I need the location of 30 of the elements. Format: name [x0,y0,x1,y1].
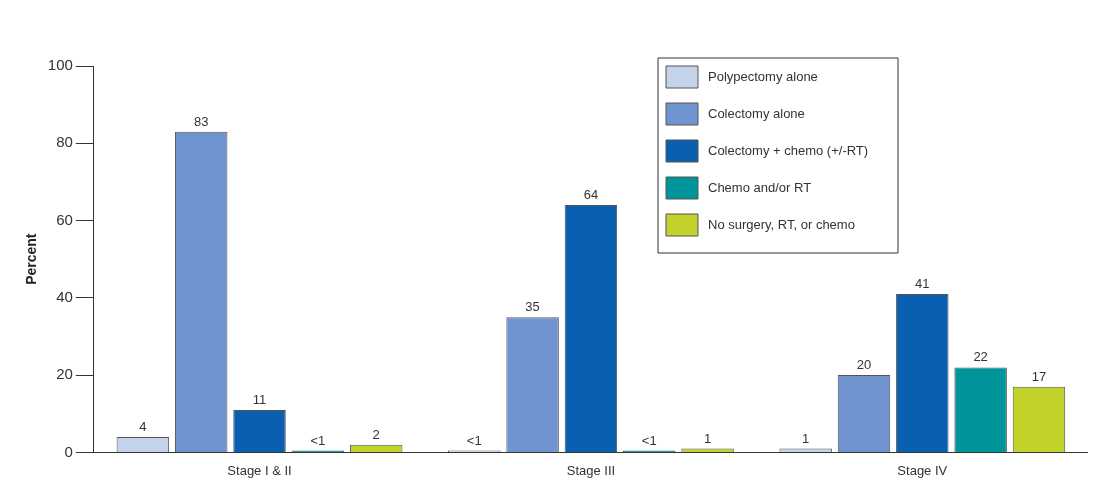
data-label: 35 [525,299,540,315]
x-tick-label: Stage IV [897,462,948,478]
y-tick-label: 20 [56,365,73,383]
y-tick-label: 0 [64,442,73,460]
x-tick-label: Stage III [566,462,616,478]
data-label: 83 [193,113,209,129]
data-label: 17 [1031,368,1047,384]
legend-label: Chemo and/or RT [708,179,812,195]
legend-label: Colectomy + chemo (+/-RT) [708,142,869,158]
data-label: 64 [583,187,599,203]
data-label: 11 [252,391,267,407]
y-tick-label: 40 [56,287,73,305]
legend-label: Colectomy alone [708,105,805,121]
data-label: 22 [973,349,988,365]
data-label: <1 [641,432,657,448]
data-label: 1 [802,430,810,446]
y-tick-label: 100 [47,56,73,74]
data-label: 1 [703,430,712,446]
data-label: 41 [915,276,930,292]
x-tick-label: Stage I & II [227,462,292,478]
y-tick-label: 60 [56,210,73,228]
legend-label: Polypectomy alone [708,68,818,84]
y-tick-label: 80 [56,133,73,151]
data-label: <1 [466,432,482,448]
y-axis-title: Percent [23,233,40,285]
data-label: 2 [372,426,380,442]
data-label: <1 [310,432,326,448]
data-label: 20 [856,357,872,373]
legend-label: No surgery, RT, or chemo [708,216,855,232]
data-label: 4 [139,419,147,435]
